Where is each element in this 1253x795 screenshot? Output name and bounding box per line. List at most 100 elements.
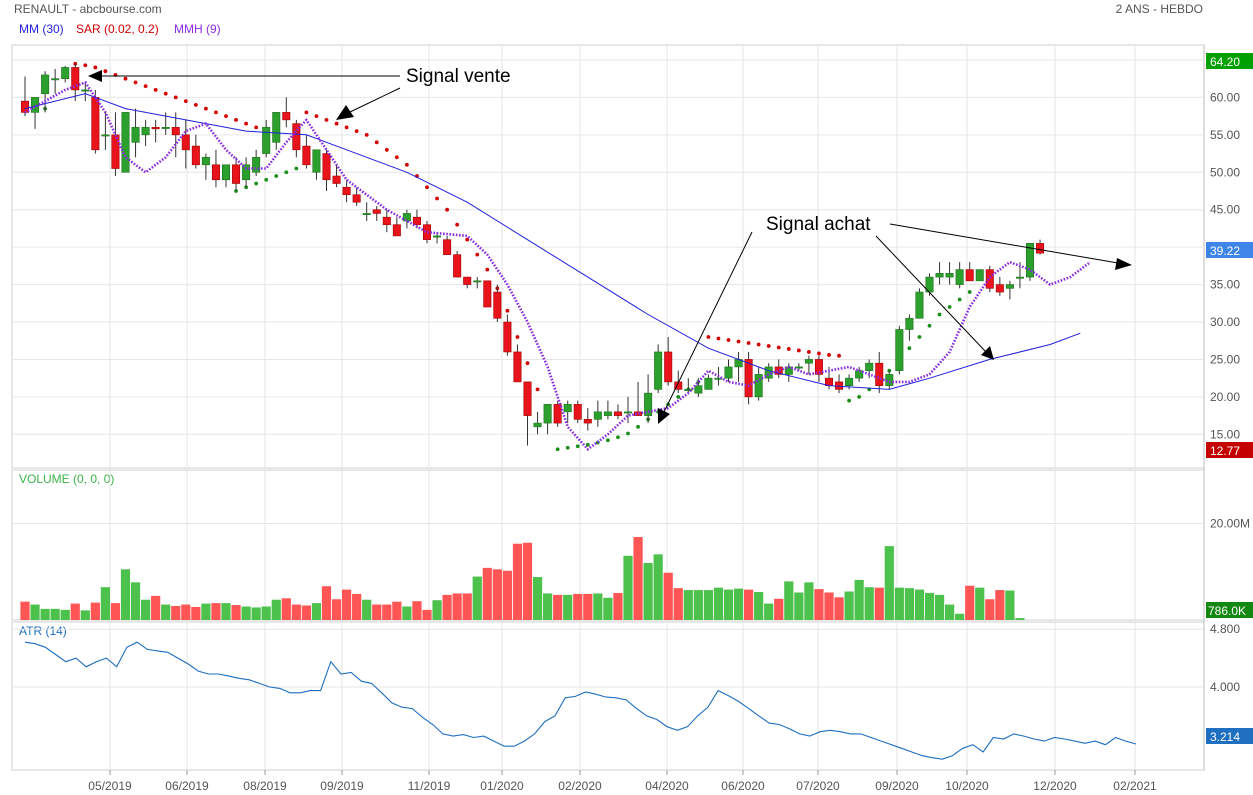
candle (533, 411, 542, 435)
sar-dot (766, 344, 771, 348)
x-tick-label: 09/2019 (320, 779, 364, 793)
volume-bar (663, 572, 673, 620)
candle (362, 202, 371, 221)
candle (593, 400, 602, 427)
volume-bar (784, 581, 794, 620)
volume-bar (201, 603, 211, 620)
x-tick-label: 12/2020 (1033, 779, 1077, 793)
volume-bar (723, 589, 734, 620)
sar-dot (726, 338, 731, 342)
candle (71, 63, 80, 102)
candle (81, 82, 90, 102)
y-tick-label: 45.00 (1210, 203, 1240, 217)
sar-dot (304, 110, 309, 115)
volume-bar (965, 585, 975, 620)
sar-dot (234, 117, 238, 122)
candle (342, 179, 351, 203)
sar-dot (394, 155, 399, 160)
sar-dot (776, 345, 781, 350)
sar-dot (485, 267, 490, 272)
candle (985, 265, 994, 293)
volume-bar (693, 590, 703, 620)
sar-dot (163, 91, 168, 96)
candle (915, 288, 924, 319)
volume-bar (553, 594, 563, 620)
candle (292, 119, 301, 158)
sar-dot (445, 207, 449, 212)
sar-dot (756, 342, 761, 347)
indicator-lines (24, 81, 1092, 451)
sar-dot (334, 121, 339, 126)
legend-sar: SAR (0.02, 0.2) (76, 22, 159, 36)
volume-bar (251, 607, 261, 620)
candle (1026, 243, 1035, 281)
buy-signal-annotation: Signal achat (658, 214, 1132, 424)
sar-dot (264, 177, 269, 182)
legend-volume: VOLUME (0, 0, 0) (19, 472, 115, 486)
candle (201, 153, 210, 180)
volume-bar (563, 594, 573, 620)
sar-dot (917, 335, 922, 339)
candle (724, 359, 733, 382)
volume-bars (20, 536, 1025, 620)
sar-dot (133, 80, 138, 85)
candle (804, 355, 813, 375)
sar-dot (294, 166, 299, 171)
candle (945, 262, 954, 285)
volume-bar (744, 589, 754, 620)
candle (312, 149, 321, 180)
volume-bar (241, 606, 251, 620)
candlestick-series (20, 63, 1045, 446)
sar-dot (73, 61, 78, 66)
volume-bar (884, 546, 894, 620)
candle (1036, 239, 1045, 255)
candle (684, 378, 693, 394)
volume-bar (261, 606, 271, 620)
sell-arrow-2 (349, 87, 401, 113)
volume-bar (141, 599, 151, 620)
x-tick-label: 09/2020 (875, 779, 919, 793)
sar-dot (585, 442, 590, 447)
volume-bar (191, 606, 201, 620)
mm30-line (24, 93, 1081, 390)
volume-bar (543, 593, 553, 620)
x-tick-label: 05/2019 (88, 779, 132, 793)
sar-dot (636, 424, 640, 429)
volume-bar (613, 592, 623, 620)
volume-bar (573, 593, 583, 620)
sar-dot (254, 181, 259, 186)
volume-bar (221, 603, 231, 620)
sar-dot (857, 394, 862, 399)
badge-last-price: 39.22 (1206, 242, 1253, 258)
sar-dot (515, 335, 520, 339)
volume-bar (924, 592, 935, 620)
grid-lines (11, 44, 1205, 775)
volume-bar (774, 598, 784, 620)
candle (31, 97, 40, 129)
sar-dot (224, 114, 228, 119)
sar-dot (736, 339, 741, 344)
candle (392, 217, 401, 237)
candle (302, 134, 311, 169)
candle (835, 374, 844, 394)
sar-dot (525, 361, 530, 366)
volume-bar (1015, 618, 1025, 620)
y-tick-label: 35.00 (1210, 278, 1240, 292)
volume-bar (502, 570, 512, 620)
volume-bar (271, 599, 281, 620)
volume-bar (120, 569, 131, 620)
legend-mmh9: MMH (9) (174, 22, 221, 36)
candle (654, 344, 663, 394)
volume-bar (30, 604, 40, 620)
candle (603, 400, 612, 420)
sar-dot (183, 99, 188, 104)
volume-bar (703, 590, 713, 620)
volume-bar (492, 569, 502, 620)
sar-dot (817, 351, 821, 356)
candle (402, 209, 411, 229)
candle (191, 134, 200, 169)
axis-labels: 05/2019 06/2019 08/2019 09/2019 11/2019 01/20… (88, 53, 1250, 793)
y-tick-label: 30.00 (1210, 315, 1240, 329)
volume-bar (362, 599, 372, 620)
volume-bar (764, 603, 774, 620)
